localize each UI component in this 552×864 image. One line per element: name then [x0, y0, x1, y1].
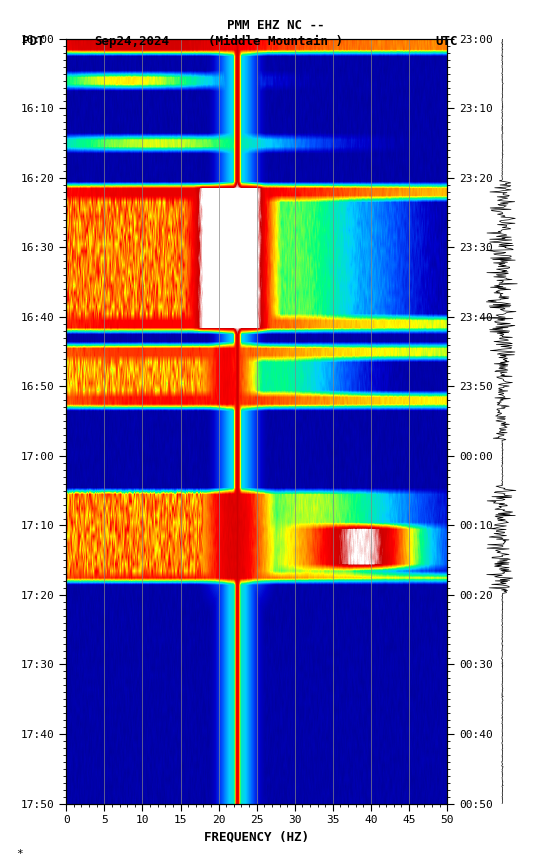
Text: (Middle Mountain ): (Middle Mountain ) [209, 35, 343, 48]
X-axis label: FREQUENCY (HZ): FREQUENCY (HZ) [204, 831, 309, 844]
Text: PDT: PDT [22, 35, 45, 48]
Text: Sep24,2024: Sep24,2024 [94, 35, 169, 48]
Text: *: * [17, 849, 23, 859]
Text: UTC: UTC [436, 35, 458, 48]
Text: PMM EHZ NC --: PMM EHZ NC -- [227, 19, 325, 32]
